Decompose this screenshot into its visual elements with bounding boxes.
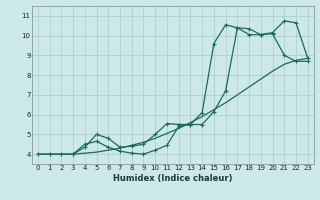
X-axis label: Humidex (Indice chaleur): Humidex (Indice chaleur) (113, 174, 233, 183)
